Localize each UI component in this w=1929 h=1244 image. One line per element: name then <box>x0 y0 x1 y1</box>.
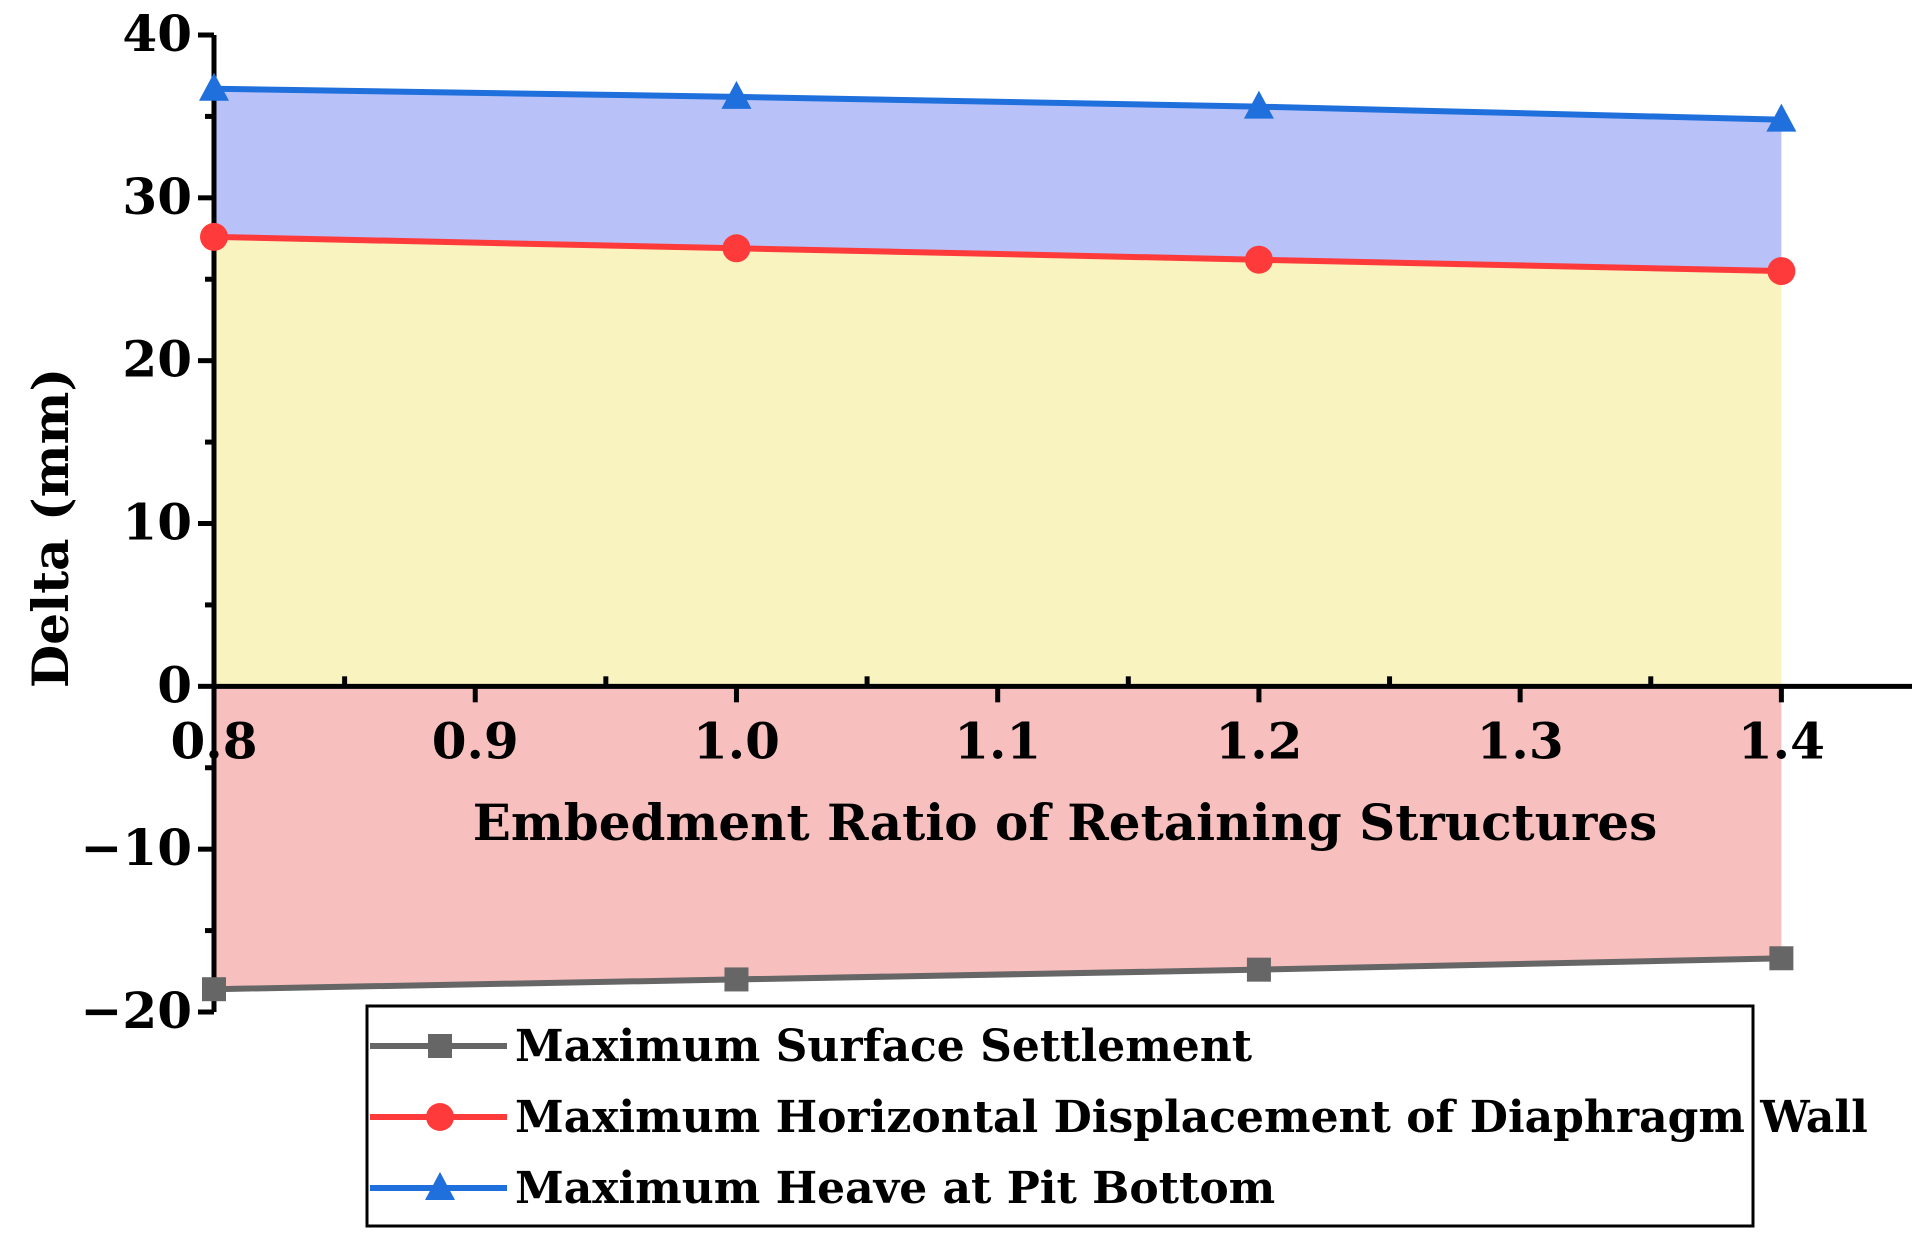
x-tick-label: 1.2 <box>1215 711 1302 770</box>
y-tick-label: 20 <box>122 330 192 389</box>
data-point-heave <box>199 72 229 101</box>
area-fill-settlement <box>214 686 1782 990</box>
series-group <box>199 72 1797 1002</box>
legend: Maximum Surface Settlement Maximum Horizo… <box>365 1004 1868 1228</box>
data-point-settlement <box>724 967 749 992</box>
data-point-wall <box>200 222 228 251</box>
legend-label-settlement: Maximum Surface Settlement <box>515 1021 1253 1072</box>
legend-label-heave: Maximum Heave at Pit Bottom <box>515 1163 1275 1214</box>
series-line-heave <box>213 85 1782 123</box>
data-point-wall <box>1244 245 1273 274</box>
series-line-wall <box>213 233 1782 275</box>
y-tick-label: −10 <box>81 818 192 877</box>
x-tick-label: 1.4 <box>1738 711 1825 770</box>
axis-ticks <box>198 32 1784 1015</box>
y-tick-label: 10 <box>122 493 192 552</box>
data-point-settlement <box>1769 946 1794 971</box>
data-point-heave <box>1766 103 1797 132</box>
legend-label-wall: Maximum Horizontal Displacement of Diaph… <box>515 1092 1868 1143</box>
area-fill-heave <box>214 88 1782 272</box>
x-axis-title: Embedment Ratio of Retaining Structures <box>473 793 1658 852</box>
x-tick-label: 1.1 <box>954 711 1041 770</box>
tick-labels: −20 −10 0 10 20 30 40 0.8 0.9 1.0 1.1 1.2 1.3 1.4 <box>81 4 1825 1040</box>
y-axis-title: Delta (mm) <box>21 368 80 688</box>
data-point-settlement <box>1246 957 1271 982</box>
area-fills <box>214 88 1782 990</box>
y-tick-label: −20 <box>81 981 192 1040</box>
legend-marker-heave <box>425 1172 455 1200</box>
x-tick-label: 0.8 <box>171 711 258 770</box>
data-point-heave <box>721 80 752 109</box>
data-point-settlement <box>202 977 226 1002</box>
y-tick-label: 30 <box>122 167 192 226</box>
x-tick-label: 1.0 <box>693 711 780 770</box>
legend-marker-settlement <box>428 1034 452 1058</box>
area-fill-wall <box>214 236 1782 687</box>
legend-box <box>365 1004 1755 1228</box>
data-point-heave <box>1243 90 1274 119</box>
data-point-wall <box>1767 257 1796 286</box>
legend-marker-wall <box>426 1103 454 1131</box>
x-tick-label: 0.9 <box>432 711 519 770</box>
data-point-wall <box>722 234 751 263</box>
series-line-settlement <box>213 955 1782 993</box>
y-tick-label: 0 <box>157 655 192 714</box>
x-tick-label: 1.3 <box>1477 711 1564 770</box>
y-tick-label: 40 <box>122 4 192 63</box>
